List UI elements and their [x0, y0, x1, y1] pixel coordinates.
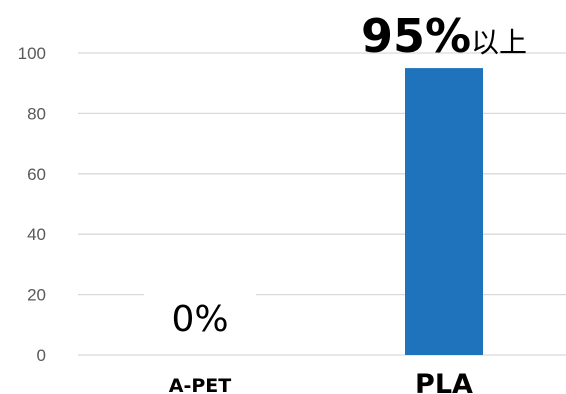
- data-label-pla: 95%以上: [361, 9, 527, 63]
- y-tick-label-0: 0: [37, 346, 46, 365]
- y-tick-label-20: 20: [27, 286, 46, 305]
- y-tick-label-40: 40: [27, 225, 46, 244]
- bar-pla: [405, 68, 483, 355]
- y-tick-label-60: 60: [27, 165, 46, 184]
- data-label-value: 95%: [361, 9, 471, 63]
- bars: [405, 68, 483, 355]
- y-axis-ticks: 0 20 40 60 80 100: [18, 44, 46, 365]
- data-label-suffix: 以上: [471, 26, 527, 59]
- y-tick-label-80: 80: [27, 104, 46, 123]
- x-category-label-pla: PLA: [415, 369, 473, 394]
- x-category-label-a-pet: A-PET: [169, 375, 231, 394]
- y-tick-label-100: 100: [18, 44, 46, 63]
- x-axis-categories: A-PET PLA: [169, 369, 473, 394]
- data-label-background-a-pet: [144, 281, 256, 341]
- data-labels: 0% 95%以上: [144, 9, 527, 341]
- data-label-a-pet: 0%: [171, 299, 228, 340]
